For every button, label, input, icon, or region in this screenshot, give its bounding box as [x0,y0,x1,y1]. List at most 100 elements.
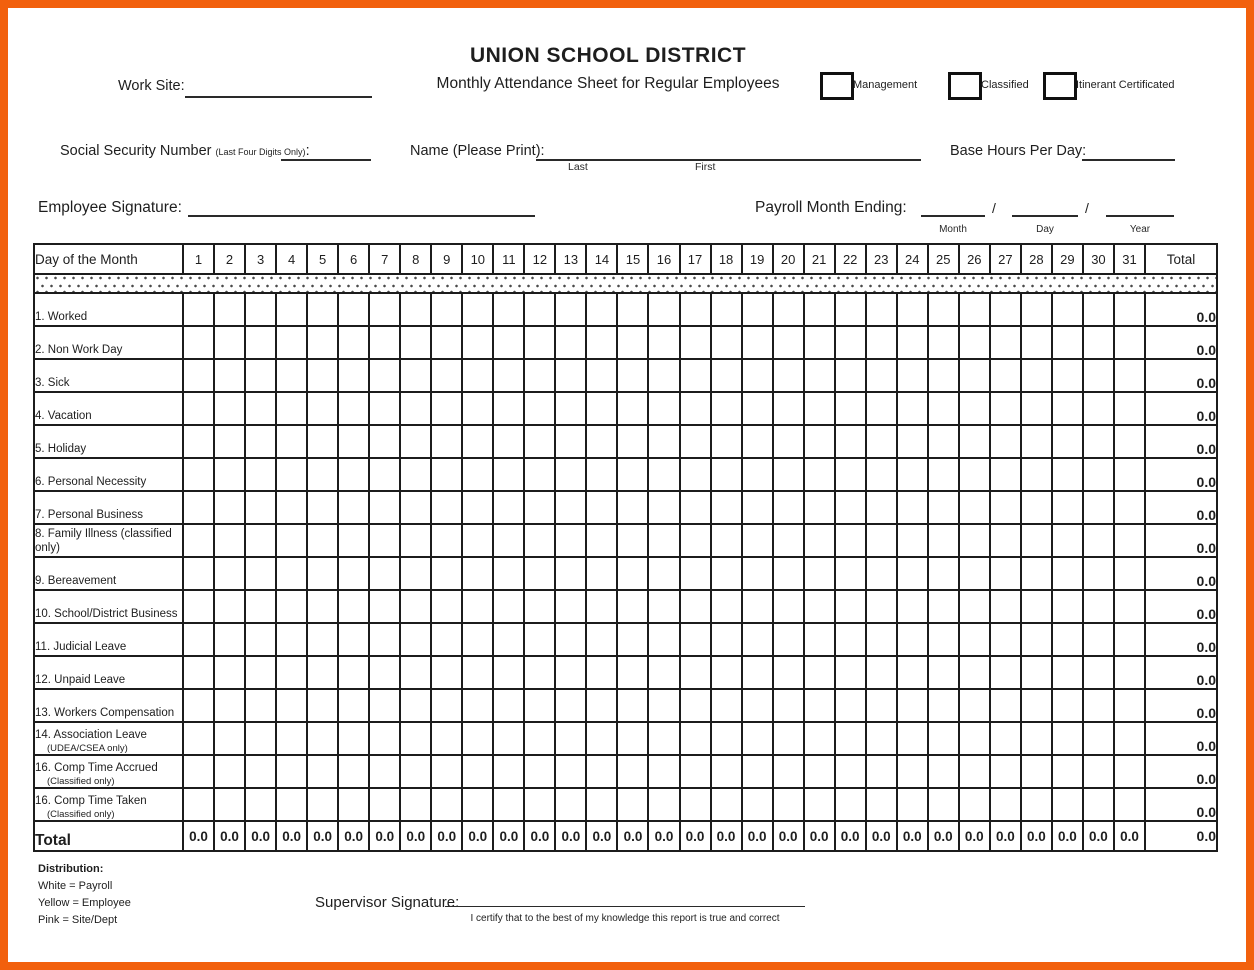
attendance-cell-r12-d29[interactable] [1050,655,1084,690]
attendance-cell-r4-d7[interactable] [368,391,402,426]
attendance-cell-r1-d9[interactable] [430,292,464,327]
attendance-cell-r2-d3[interactable] [244,325,278,360]
attendance-cell-r13-d8[interactable] [399,688,433,723]
attendance-cell-r7-d11[interactable] [492,490,526,525]
attendance-cell-r15-d8[interactable] [399,754,433,789]
attendance-cell-r1-d15[interactable] [616,292,650,327]
attendance-cell-r10-d5[interactable] [306,589,340,624]
attendance-cell-r13-d15[interactable] [616,688,650,723]
attendance-cell-r15-d22[interactable] [833,754,867,789]
attendance-cell-r13-d13[interactable] [554,688,588,723]
attendance-cell-r6-d24[interactable] [895,457,929,492]
attendance-cell-r10-d14[interactable] [585,589,619,624]
attendance-cell-r6-d21[interactable] [802,457,836,492]
attendance-cell-r13-d18[interactable] [709,688,743,723]
attendance-cell-r10-d11[interactable] [492,589,526,624]
attendance-cell-r2-d20[interactable] [771,325,805,360]
attendance-cell-r16-d5[interactable] [306,787,340,822]
attendance-cell-r6-d8[interactable] [399,457,433,492]
attendance-cell-r15-d20[interactable] [771,754,805,789]
attendance-cell-r9-d24[interactable] [895,556,929,591]
attendance-cell-r16-d6[interactable] [337,787,371,822]
attendance-cell-r8-d20[interactable] [771,523,805,558]
attendance-cell-r13-d1[interactable] [181,688,216,723]
attendance-cell-r11-d24[interactable] [895,622,929,657]
attendance-cell-r10-d16[interactable] [647,589,681,624]
attendance-cell-r9-d29[interactable] [1050,556,1084,591]
attendance-cell-r13-d6[interactable] [337,688,371,723]
attendance-cell-r13-d20[interactable] [771,688,805,723]
attendance-cell-r4-d2[interactable] [213,391,247,426]
attendance-cell-r8-d11[interactable] [492,523,526,558]
attendance-cell-r1-d28[interactable] [1019,292,1053,327]
attendance-cell-r4-d1[interactable] [181,391,216,426]
attendance-cell-r5-d30[interactable] [1081,424,1115,459]
attendance-cell-r11-d26[interactable] [957,622,991,657]
attendance-cell-r2-d25[interactable] [926,325,960,360]
attendance-cell-r1-d20[interactable] [771,292,805,327]
attendance-cell-r4-d19[interactable] [740,391,774,426]
attendance-cell-r7-d22[interactable] [833,490,867,525]
attendance-cell-r10-d15[interactable] [616,589,650,624]
attendance-cell-r7-d28[interactable] [1019,490,1053,525]
attendance-cell-r12-d24[interactable] [895,655,929,690]
attendance-cell-r6-d18[interactable] [709,457,743,492]
attendance-cell-r3-d18[interactable] [709,358,743,393]
attendance-cell-r8-d7[interactable] [368,523,402,558]
attendance-cell-r13-d14[interactable] [585,688,619,723]
attendance-cell-r14-d23[interactable] [864,721,898,756]
attendance-cell-r9-d1[interactable] [181,556,216,591]
attendance-cell-r7-d13[interactable] [554,490,588,525]
supervisor-signature-field[interactable] [445,892,805,907]
attendance-cell-r6-d20[interactable] [771,457,805,492]
attendance-cell-r1-d18[interactable] [709,292,743,327]
attendance-cell-r15-d12[interactable] [523,754,557,789]
attendance-cell-r11-d25[interactable] [926,622,960,657]
attendance-cell-r3-d11[interactable] [492,358,526,393]
attendance-cell-r4-d9[interactable] [430,391,464,426]
attendance-cell-r14-d2[interactable] [213,721,247,756]
attendance-cell-r5-d21[interactable] [802,424,836,459]
attendance-cell-r9-d15[interactable] [616,556,650,591]
attendance-cell-r8-d28[interactable] [1019,523,1053,558]
attendance-cell-r3-d16[interactable] [647,358,681,393]
attendance-cell-r6-d2[interactable] [213,457,247,492]
attendance-cell-r9-d17[interactable] [678,556,712,591]
attendance-cell-r5-d12[interactable] [523,424,557,459]
attendance-cell-r15-d16[interactable] [647,754,681,789]
attendance-cell-r10-d8[interactable] [399,589,433,624]
attendance-cell-r10-d1[interactable] [181,589,216,624]
attendance-cell-r13-d25[interactable] [926,688,960,723]
attendance-cell-r4-d11[interactable] [492,391,526,426]
attendance-cell-r7-d12[interactable] [523,490,557,525]
attendance-cell-r7-d16[interactable] [647,490,681,525]
attendance-cell-r8-d10[interactable] [461,523,495,558]
attendance-cell-r15-d5[interactable] [306,754,340,789]
attendance-cell-r1-d12[interactable] [523,292,557,327]
attendance-cell-r9-d23[interactable] [864,556,898,591]
attendance-cell-r1-d13[interactable] [554,292,588,327]
attendance-cell-r12-d17[interactable] [678,655,712,690]
attendance-cell-r5-d31[interactable] [1112,424,1147,459]
attendance-cell-r9-d16[interactable] [647,556,681,591]
attendance-cell-r4-d13[interactable] [554,391,588,426]
attendance-cell-r16-d24[interactable] [895,787,929,822]
attendance-cell-r5-d4[interactable] [275,424,309,459]
attendance-cell-r3-d15[interactable] [616,358,650,393]
attendance-cell-r16-d19[interactable] [740,787,774,822]
attendance-cell-r5-d28[interactable] [1019,424,1053,459]
attendance-cell-r13-d21[interactable] [802,688,836,723]
attendance-cell-r14-d5[interactable] [306,721,340,756]
attendance-cell-r3-d13[interactable] [554,358,588,393]
attendance-cell-r4-d28[interactable] [1019,391,1053,426]
attendance-cell-r2-d10[interactable] [461,325,495,360]
attendance-cell-r11-d16[interactable] [647,622,681,657]
attendance-cell-r4-d10[interactable] [461,391,495,426]
attendance-cell-r10-d10[interactable] [461,589,495,624]
attendance-cell-r5-d17[interactable] [678,424,712,459]
attendance-cell-r3-d27[interactable] [988,358,1022,393]
attendance-cell-r5-d1[interactable] [181,424,216,459]
work-site-field[interactable] [185,78,372,98]
attendance-cell-r13-d24[interactable] [895,688,929,723]
attendance-cell-r11-d31[interactable] [1112,622,1147,657]
